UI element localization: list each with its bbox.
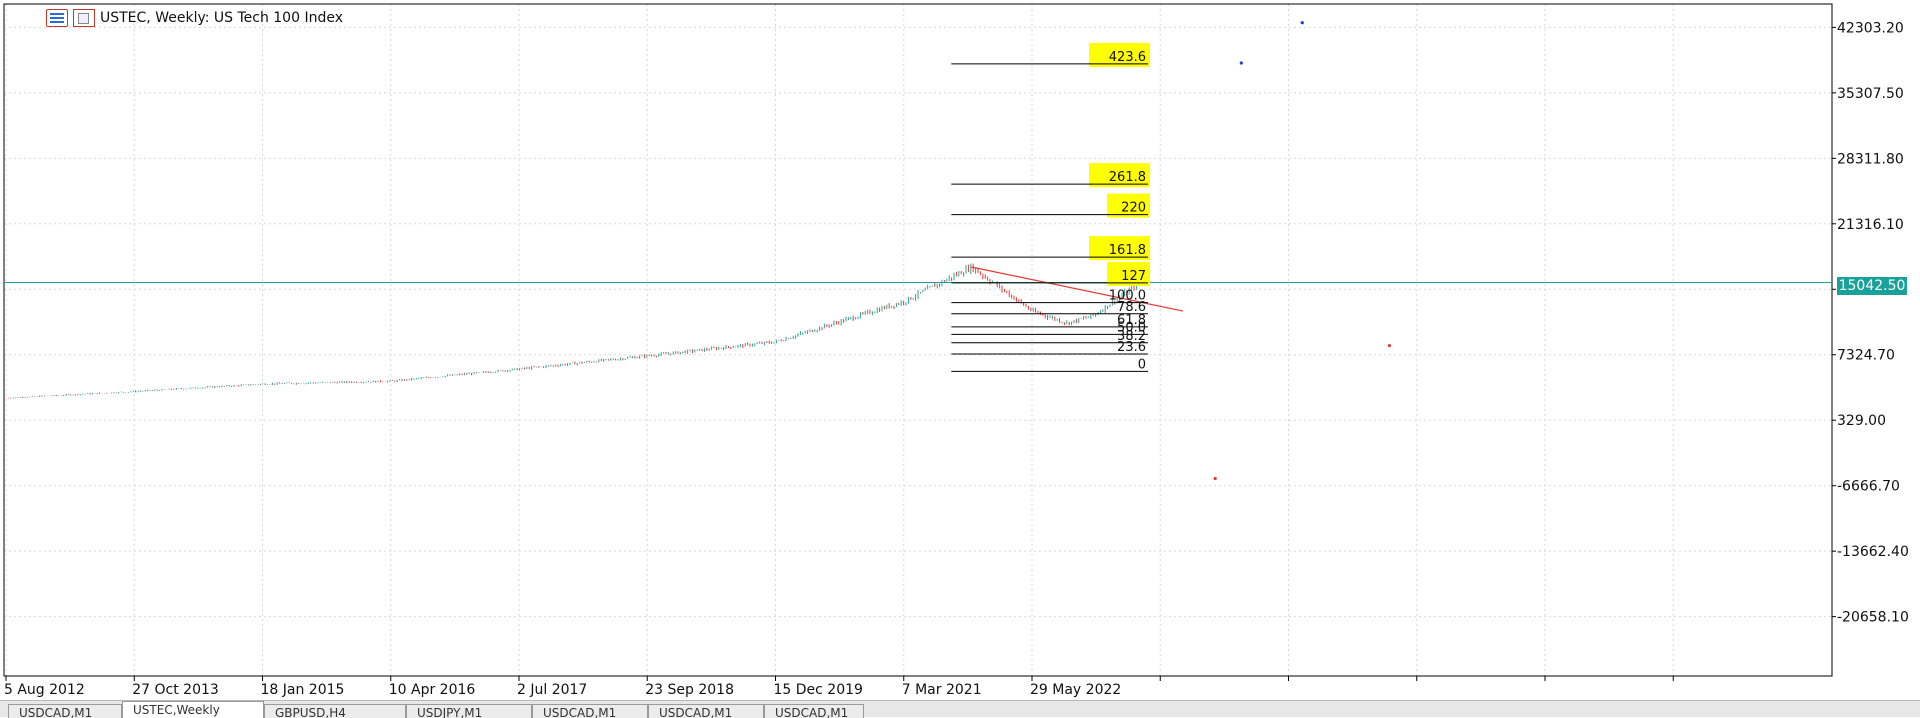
y-tick-label: -20658.10 xyxy=(1837,610,1909,626)
tab-usdcad-m1-3[interactable]: USDCAD,M1 xyxy=(648,704,764,718)
fib-level-label: 220 xyxy=(1121,201,1146,216)
fib-level-label: 261.8 xyxy=(1109,170,1146,185)
chart-title: USTEC, Weekly: US Tech 100 Index xyxy=(100,10,343,26)
price-marker xyxy=(1213,476,1217,481)
price-chart[interactable]: 42303.2035307.5028311.8021316.1014320.40… xyxy=(0,0,1920,700)
y-tick-label: -13662.40 xyxy=(1837,544,1909,560)
x-tick-label: 23 Sep 2018 xyxy=(645,682,734,698)
y-tick-label: 28311.80 xyxy=(1837,151,1904,167)
fib-highlight xyxy=(1089,163,1150,188)
fib-level-label: 127 xyxy=(1121,269,1146,284)
fib-highlight xyxy=(1089,236,1150,261)
current-price-badge: 15042.50 xyxy=(1837,277,1907,295)
tab-usdcad-m1-2[interactable]: USDCAD,M1 xyxy=(532,704,648,718)
x-tick-label: 2 Jul 2017 xyxy=(517,682,587,698)
fib-level-label: 50.0 xyxy=(1117,320,1146,335)
plot-frame xyxy=(3,3,1833,677)
y-tick-label: 42303.20 xyxy=(1837,20,1904,36)
trendline xyxy=(971,266,1184,312)
fib-level-label: 423.6 xyxy=(1109,50,1146,65)
window-icon[interactable] xyxy=(73,9,95,27)
x-tick-label: 18 Jan 2015 xyxy=(261,682,345,698)
x-tick-label: 15 Dec 2019 xyxy=(774,682,863,698)
candles-group xyxy=(5,263,1145,399)
y-tick-label: 35307.50 xyxy=(1837,86,1904,102)
y-tick-label: 329.00 xyxy=(1837,413,1886,429)
tab-ustec-weekly[interactable]: USTEC,Weekly xyxy=(122,701,264,718)
price-marker xyxy=(1239,61,1243,65)
chart-list-icon[interactable] xyxy=(46,9,68,27)
fib-level-label: 100.0 xyxy=(1109,289,1146,304)
x-tick-label: 10 Apr 2016 xyxy=(389,682,476,698)
tab-usdcad-m1[interactable]: USDCAD,M1 xyxy=(8,704,122,718)
fib-level-label: 38.2 xyxy=(1117,329,1146,344)
fib-level-label: 23.6 xyxy=(1117,340,1146,355)
tab-gbpusd-h4[interactable]: GBPUSD,H4 xyxy=(264,704,406,718)
tab-usdcad-m1-4[interactable]: USDCAD,M1 xyxy=(764,704,864,718)
x-tick-label: 29 May 2022 xyxy=(1030,682,1121,698)
fib-highlight xyxy=(1089,42,1150,67)
fib-level-label: 0 xyxy=(1138,357,1146,372)
y-tick-label: -6666.70 xyxy=(1837,479,1900,495)
x-tick-label: 5 Aug 2012 xyxy=(4,682,85,698)
fib-highlight xyxy=(1107,261,1150,286)
x-tick-label: 7 Mar 2021 xyxy=(902,682,982,698)
x-tick-label: 27 Oct 2013 xyxy=(132,682,219,698)
fib-level-label: 61.8 xyxy=(1117,313,1146,328)
chart-tab-bar: USDCAD,M1 USTEC,Weekly GBPUSD,H4 USDJPY,… xyxy=(0,700,1920,718)
y-tick-label: 21316.10 xyxy=(1837,217,1904,233)
chart-header: USTEC, Weekly: US Tech 100 Index xyxy=(46,8,343,28)
fib-highlight xyxy=(1107,193,1150,218)
tab-usdjpy-m1[interactable]: USDJPY,M1 xyxy=(406,704,532,718)
fib-level-label: 161.8 xyxy=(1109,243,1146,258)
price-marker xyxy=(1300,21,1304,25)
fib-level-label: 78.6 xyxy=(1117,300,1146,315)
price-marker xyxy=(1387,344,1391,348)
y-tick-label: 7324.70 xyxy=(1837,348,1895,364)
